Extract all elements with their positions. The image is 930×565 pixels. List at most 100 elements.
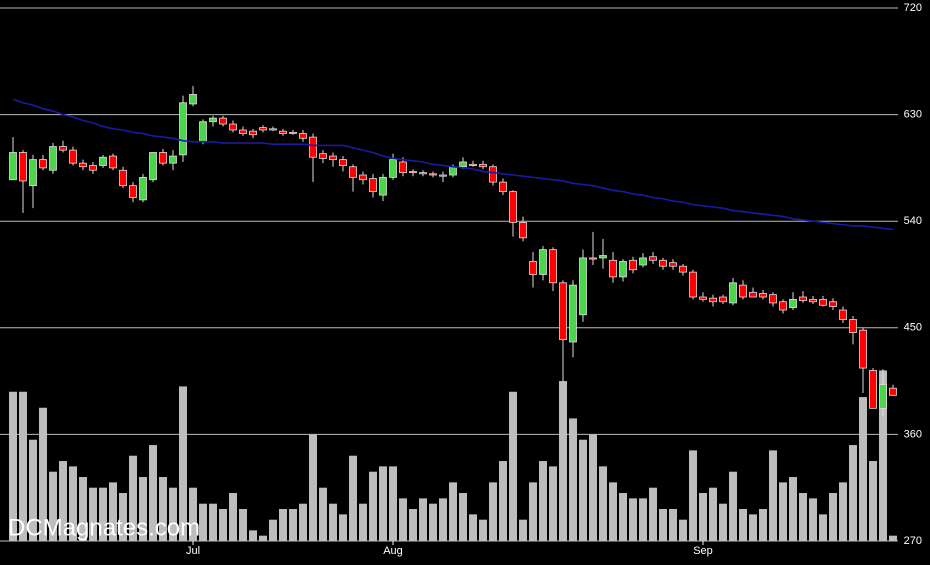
candle-body	[269, 128, 277, 131]
candle-body	[629, 259, 637, 271]
volume-bar	[129, 455, 137, 541]
candle-body	[859, 329, 867, 369]
candle-body	[119, 169, 127, 187]
candle-body	[659, 259, 667, 267]
candle-body	[819, 298, 827, 306]
candle-body	[649, 256, 657, 261]
volume-bar	[859, 397, 867, 541]
y-tick-label: 720	[904, 2, 922, 14]
volume-bar	[619, 493, 627, 541]
volume-bar	[889, 535, 897, 541]
volume-bar	[39, 407, 47, 541]
candle-body	[309, 136, 317, 158]
x-tick-label: Aug	[383, 545, 403, 557]
volume-bar	[579, 439, 587, 541]
volume-bar	[539, 461, 547, 541]
candle-body	[549, 249, 557, 284]
volume-bar	[209, 503, 217, 541]
candle-body	[379, 176, 387, 196]
candle-body	[699, 296, 707, 300]
volume-bar	[509, 391, 517, 541]
volume-bar	[59, 461, 67, 541]
candle-body	[259, 127, 267, 131]
volume-bar	[339, 514, 347, 541]
candle-body	[299, 133, 307, 139]
volume-bar	[489, 482, 497, 541]
candle-body	[489, 166, 497, 183]
candle-body	[799, 296, 807, 301]
candle-body	[639, 257, 647, 266]
candle-body	[109, 155, 117, 169]
candle-body	[39, 159, 47, 169]
candle-body	[69, 149, 77, 164]
volume-bar	[349, 455, 357, 541]
candle-body	[29, 159, 37, 187]
volume-bar	[849, 445, 857, 541]
candle-body	[599, 255, 607, 259]
volume-bar	[189, 487, 197, 541]
volume-bar	[429, 503, 437, 541]
volume-bar	[749, 514, 757, 541]
x-tick-label: Jul	[186, 545, 200, 557]
y-tick-label: 540	[904, 215, 922, 227]
volume-bar	[449, 482, 457, 541]
volume-bar	[89, 487, 97, 541]
volume-bar	[309, 434, 317, 541]
candle-body	[449, 166, 457, 176]
y-tick-label: 270	[904, 535, 922, 547]
volume-bar	[789, 477, 797, 541]
candle-body	[729, 282, 737, 304]
volume-bar	[609, 482, 617, 541]
candle-body	[369, 178, 377, 192]
candle-body	[469, 163, 477, 166]
candle-body	[349, 166, 357, 178]
y-tick-label: 630	[904, 109, 922, 121]
volume-bar	[459, 493, 467, 541]
candle-body	[689, 271, 697, 298]
candle-body	[149, 152, 157, 181]
candle-body	[839, 309, 847, 320]
volume-bar	[299, 503, 307, 541]
candle-body	[239, 129, 247, 134]
candle-body	[749, 291, 757, 298]
volume-bar	[19, 391, 27, 541]
candle-body	[849, 319, 857, 333]
candle-body	[199, 121, 207, 143]
volume-bar	[259, 535, 267, 541]
candle-body	[49, 146, 57, 171]
volume-bar	[629, 498, 637, 541]
volume-bar	[109, 482, 117, 541]
volume-bar	[179, 386, 187, 541]
candle-body	[499, 181, 507, 192]
candle-body	[539, 249, 547, 275]
volume-bar	[399, 498, 407, 541]
volume-bar	[709, 487, 717, 541]
volume-bar	[559, 381, 567, 541]
candle-body	[439, 174, 447, 177]
volume-bar	[229, 493, 237, 541]
volume-bar	[649, 487, 657, 541]
candle-body	[529, 261, 537, 275]
volume-bar	[499, 461, 507, 541]
volume-bar	[599, 466, 607, 541]
volume-bar	[289, 509, 297, 541]
candle-body	[619, 261, 627, 278]
volume-bar	[389, 466, 397, 541]
candle-body	[419, 172, 427, 175]
volume-bar	[829, 493, 837, 541]
candle-body	[219, 117, 227, 125]
volume-bar	[839, 482, 847, 541]
volume-bar	[119, 493, 127, 541]
volume-bar	[419, 498, 427, 541]
candle-body	[159, 152, 167, 164]
volume-bar	[689, 450, 697, 541]
volume-bar	[589, 434, 597, 541]
candle-body	[89, 165, 97, 171]
candle-body	[229, 123, 237, 131]
candle-body	[589, 257, 597, 260]
candle-body	[889, 387, 897, 396]
candle-body	[139, 176, 147, 201]
volume-bar	[439, 498, 447, 541]
volume-bar	[809, 498, 817, 541]
volume-bar	[549, 466, 557, 541]
